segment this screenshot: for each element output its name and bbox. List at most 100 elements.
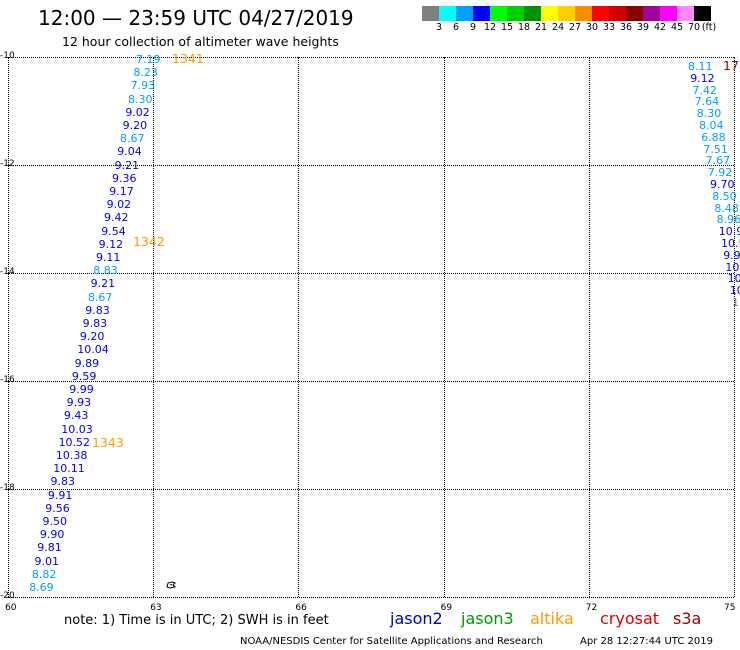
longitude-gridline [8, 57, 9, 597]
swh-value: 9.83 [85, 303, 110, 317]
legend-label: 21 [534, 22, 548, 33]
legend-swatch [456, 6, 473, 21]
swh-value: 9.81 [37, 541, 62, 555]
latitude-label: -12 [0, 159, 15, 169]
map-subtitle: 12 hour collection of altimeter wave hei… [62, 34, 339, 49]
longitude-gridline [153, 57, 155, 597]
swh-value: 9.11 [95, 251, 121, 264]
swh-value: 10.5 [721, 237, 740, 250]
swh-value: 9.02 [106, 198, 132, 212]
swh-value: 8.83 [93, 264, 118, 278]
swh-value: 10.03 [61, 422, 93, 436]
swh-value: 9.17 [109, 185, 134, 198]
longitude-label: 60 [5, 603, 17, 613]
legend-label: 12 [483, 22, 497, 33]
swh-value: 8.69 [29, 581, 54, 594]
swh-value: 8.48 [714, 201, 739, 215]
legend-swatch [575, 6, 592, 21]
legend-swatch [592, 6, 609, 21]
satellite-altika: altika [530, 609, 574, 628]
legend-swatch [524, 6, 541, 21]
swh-value: 9.91 [47, 488, 73, 502]
swh-value: 9.90 [39, 528, 65, 542]
legend-label: 33 [602, 22, 616, 33]
longitude-label: 69 [440, 603, 453, 613]
swh-value: 9.93 [66, 396, 92, 410]
swh-value: 10.38 [55, 449, 88, 462]
swh-value: 9.20 [122, 119, 148, 132]
longitude-label: 72 [585, 603, 598, 613]
credit-line: NOAA/NESDIS Center for Satellite Applica… [240, 636, 543, 647]
legend-label: 18 [517, 22, 531, 33]
legend-label: 42 [653, 22, 667, 33]
swh-value: 9.12 [98, 237, 124, 251]
swh-value: 9.9 [723, 248, 740, 262]
swh-value: 9.21 [90, 277, 116, 291]
swh-value: 8.04 [699, 119, 724, 132]
legend-label: 27 [568, 22, 582, 33]
swh-value: 8.67 [119, 132, 145, 146]
swh-value: 7.42 [692, 83, 717, 97]
legend-swatch [660, 6, 677, 21]
latitude-gridline [8, 273, 734, 274]
latitude-gridline [8, 489, 734, 490]
longitude-gridline [588, 57, 590, 597]
swh-value: 7.92 [707, 166, 733, 180]
legend-label: 3 [435, 22, 443, 33]
swh-value: 9.02 [125, 105, 150, 119]
swh-value: 7.19 [136, 53, 161, 66]
pass-label: 17 [723, 58, 739, 73]
swh-value: 7.67 [705, 154, 731, 168]
swh-value: 9.50 [42, 515, 68, 528]
swh-value: 9.42 [103, 211, 129, 225]
swh-value: 9.01 [34, 554, 60, 568]
swh-value: 9.12 [690, 71, 715, 85]
swh-value: 1 [732, 296, 739, 309]
swh-value: 9.99 [69, 383, 94, 396]
swh-value: 10 [729, 284, 740, 298]
latitude-label: -10 [0, 51, 15, 61]
legend-label: 15 [500, 22, 514, 33]
legend-swatch [609, 6, 626, 21]
legend-label: 30 [585, 22, 599, 33]
swh-value: 6.88 [701, 130, 726, 144]
latitude-label: -14 [0, 267, 15, 277]
longitude-label: 66 [295, 603, 307, 613]
legend-label: 36 [619, 22, 633, 33]
footer-note: note: 1) Time is in UTC; 2) SWH is in fe… [64, 613, 329, 628]
swh-value: 9.59 [71, 369, 97, 383]
legend-label: 24 [551, 22, 565, 33]
latitude-gridline [8, 165, 734, 166]
legend-swatch [626, 6, 643, 21]
swh-value: 8.67 [87, 290, 113, 304]
swh-value: 8.96 [716, 213, 740, 227]
longitude-gridline [443, 57, 445, 597]
swh-value: 9.83 [50, 475, 76, 489]
legend-swatch [507, 6, 524, 21]
swh-value: 8.50 [712, 189, 737, 203]
legend-swatch [558, 6, 575, 21]
legend-label: 45 [670, 22, 684, 33]
legend-swatch [694, 6, 711, 21]
swh-value: 8.23 [133, 66, 158, 80]
legend-swatch [473, 6, 490, 21]
swh-value: 10.52 [58, 435, 91, 449]
swh-value: 10.9 [718, 225, 740, 239]
longitude-gridline [298, 57, 300, 597]
swh-value: 10.11 [53, 462, 85, 476]
swh-value: 10 [727, 272, 740, 286]
swh-value: 10.04 [77, 343, 109, 357]
swh-value: 7.51 [703, 142, 728, 156]
map-title: 12:00 — 23:59 UTC 04/27/2019 [38, 6, 354, 30]
latitude-gridline [8, 57, 734, 58]
satellite-jason2: jason2 [390, 609, 443, 628]
swh-value: 9.70 [710, 178, 735, 191]
color-legend [422, 6, 711, 21]
legend-swatch [490, 6, 507, 21]
legend-label: 9 [469, 22, 477, 33]
color-legend-labels: 3 6 9 12 15 18 21 24 27 30 33 36 39 42 45 70 (ft) [422, 22, 740, 36]
latitude-label: -16 [0, 375, 15, 385]
swh-value: 9.56 [45, 501, 70, 515]
generated-timestamp: Apr 28 12:27:44 UTC 2019 [580, 636, 713, 647]
legend-swatch [541, 6, 558, 21]
